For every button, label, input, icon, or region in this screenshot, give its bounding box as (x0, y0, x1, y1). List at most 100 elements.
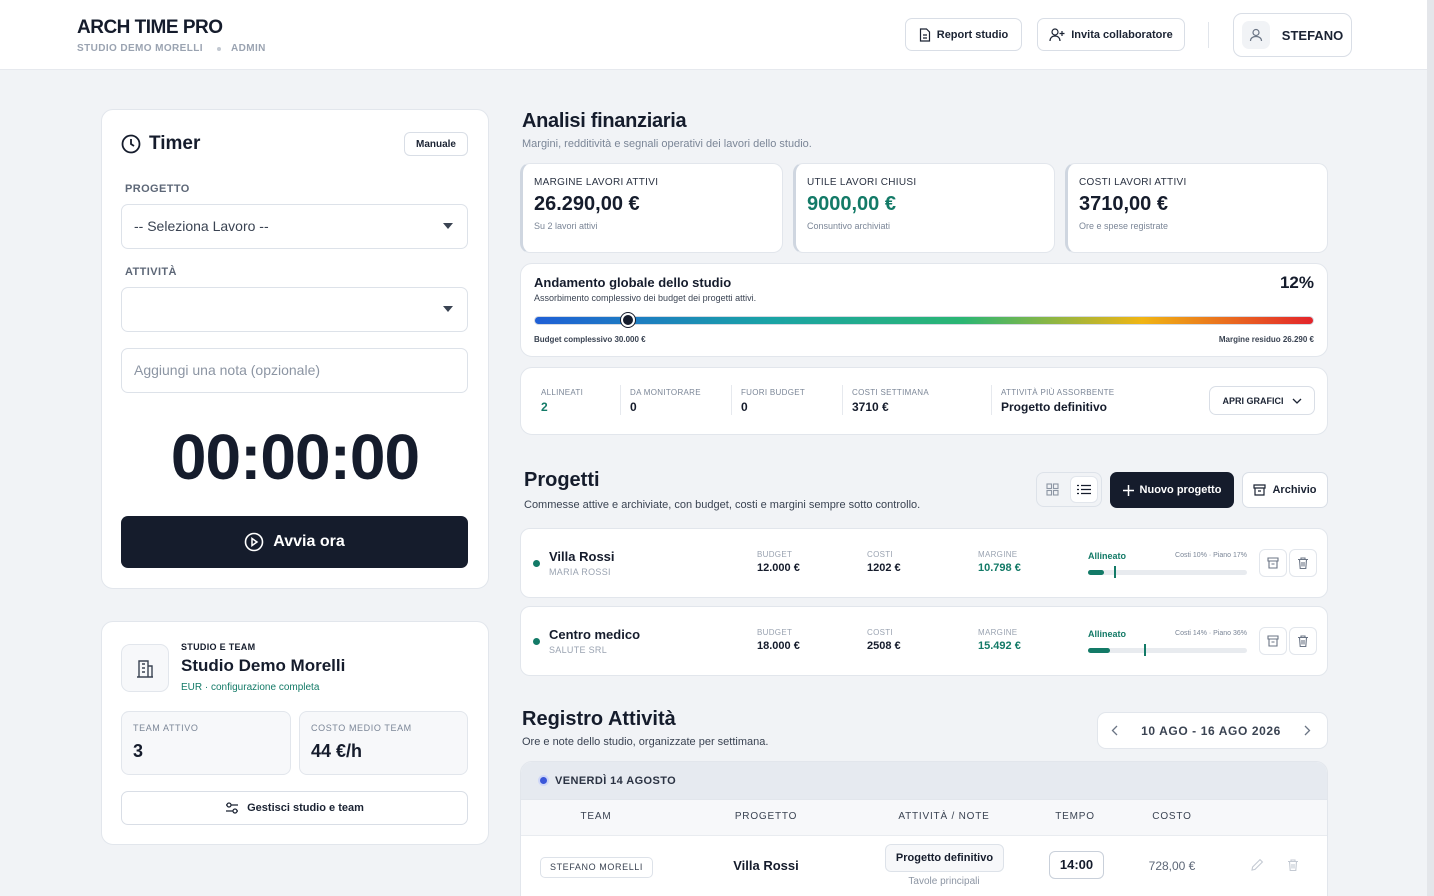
usage-track (1088, 570, 1247, 575)
studio-title: Studio Demo Morelli (181, 656, 346, 675)
signal-label: COSTI SETTIMANA (852, 388, 929, 397)
delete-action[interactable] (1286, 858, 1300, 877)
usage-label: Costi 10% · Piano 17% (1175, 552, 1247, 559)
cost-bar (1088, 648, 1111, 653)
day-dot (540, 777, 547, 784)
chevron-down (1292, 398, 1301, 404)
note-input[interactable] (121, 348, 468, 393)
kpi-value: 3710,00 € (1079, 193, 1168, 215)
invite-label: Invita collaboratore (1071, 28, 1173, 41)
column-label: MARGINE (978, 628, 1018, 637)
entry-project: Villa Rossi (733, 858, 799, 873)
archive-action[interactable] (1259, 549, 1287, 577)
signal-value: 0 (741, 400, 748, 414)
report-button[interactable]: Report studio (905, 18, 1022, 51)
user-plus-icon (1049, 27, 1065, 41)
kpi-note: Su 2 lavori attivi (534, 221, 598, 231)
column-label: BUDGET (757, 550, 793, 559)
kpi-label: UTILE LAVORI CHIUSI (807, 177, 917, 188)
list-view-icon (1077, 484, 1091, 495)
new-project-button[interactable]: Nuovo progetto (1110, 472, 1234, 508)
stat-value: 3 (133, 741, 144, 761)
kpi-card (520, 163, 783, 253)
plan-marker (1114, 566, 1117, 578)
project-row (520, 528, 1328, 598)
studio-name: STUDIO DEMO MORELLI (77, 43, 203, 54)
project-margin: 10.798 € (978, 562, 1021, 574)
stat-box (299, 711, 468, 775)
user-name: STEFANO (1281, 27, 1344, 43)
start-label: Avvia ora (273, 533, 345, 550)
usage-track (1088, 648, 1247, 653)
stat-label: COSTO MEDIO TEAM (311, 723, 412, 733)
user-icon (1249, 28, 1262, 42)
manage-button[interactable]: Gestisci studio e team (121, 791, 468, 825)
signal-label: ALLINEATI (541, 388, 584, 397)
column-label: MARGINE (978, 550, 1018, 559)
trash-icon (1298, 557, 1308, 570)
avatar (1241, 21, 1270, 49)
trash-icon (1298, 635, 1308, 648)
signal-divider (620, 385, 621, 415)
kpi-label: MARGINE LAVORI ATTIVI (534, 177, 659, 188)
global-residual: Margine residuo 26.290 € (1218, 335, 1314, 344)
project-name: Villa Rossi (549, 549, 615, 564)
project-select[interactable] (121, 204, 468, 249)
entry-cost: 728,00 € (1148, 859, 1196, 873)
global-budget: Budget complessivo 30.000 € (534, 335, 646, 344)
invite-button[interactable]: Invita collaboratore (1037, 18, 1185, 51)
kpi-note: Consuntivo archiviati (807, 221, 891, 231)
role: ADMIN (231, 43, 266, 54)
signal-divider (842, 385, 843, 415)
building-icon (137, 660, 153, 678)
stat-box (121, 711, 291, 775)
timer-title: Timer (149, 133, 201, 154)
signal-value: 3710 € (852, 400, 889, 414)
projects-title: Progetti (524, 469, 600, 491)
prev-week[interactable] (1111, 725, 1118, 736)
edit-action[interactable] (1250, 858, 1264, 877)
week-range: 10 AGO - 16 AGO 2026 (1141, 724, 1281, 738)
grid-view-icon[interactable] (1046, 483, 1059, 496)
user-button[interactable]: STEFANO (1233, 13, 1352, 57)
project-margin: 15.492 € (978, 640, 1021, 652)
kpi-card (793, 163, 1055, 253)
delete-action[interactable] (1289, 627, 1317, 655)
global-gradient (534, 316, 1314, 325)
new-project-label: Nuovo progetto (1139, 484, 1222, 496)
projects-subtitle: Commesse attive e archiviate, con budget… (524, 499, 921, 511)
edit-icon (1251, 858, 1264, 871)
scrollbar (1427, 0, 1434, 896)
project-client: MARIA ROSSI (549, 567, 611, 577)
log-table (520, 761, 1328, 896)
plan-marker (1144, 644, 1147, 656)
global-percent: 12% (1279, 273, 1314, 292)
time-pill: 14:00 (1049, 851, 1104, 879)
sliders-icon (226, 802, 239, 814)
signal-label: FUORI BUDGET (741, 388, 806, 397)
kpi-card (1065, 163, 1328, 253)
charts-button[interactable]: APRI GRAFICI (1209, 386, 1315, 415)
signal-value: 2 (541, 400, 548, 414)
project-budget: 12.000 € (757, 562, 800, 574)
status-dot (533, 638, 540, 645)
header-divider (1208, 22, 1209, 48)
member-pill: STEFANO MORELLI (540, 857, 653, 878)
archive-icon (1267, 557, 1279, 569)
day-header (521, 762, 1327, 799)
column-header: TEMPO (1055, 811, 1095, 822)
global-card (520, 263, 1328, 357)
global-title: Andamento globale dello studio (534, 275, 732, 290)
activity-select[interactable] (121, 287, 468, 332)
manual-button[interactable]: Manuale (404, 132, 468, 156)
project-client: SALUTE SRL (549, 645, 608, 655)
archive-action[interactable] (1259, 627, 1287, 655)
studio-kicker: STUDIO E TEAM (181, 642, 256, 652)
next-week[interactable] (1304, 725, 1311, 736)
delete-action[interactable] (1289, 549, 1317, 577)
start-button[interactable]: Avvia ora (121, 516, 468, 568)
caret (443, 306, 453, 312)
week-nav (1097, 712, 1328, 749)
archive-button[interactable]: Archivio (1242, 472, 1328, 508)
